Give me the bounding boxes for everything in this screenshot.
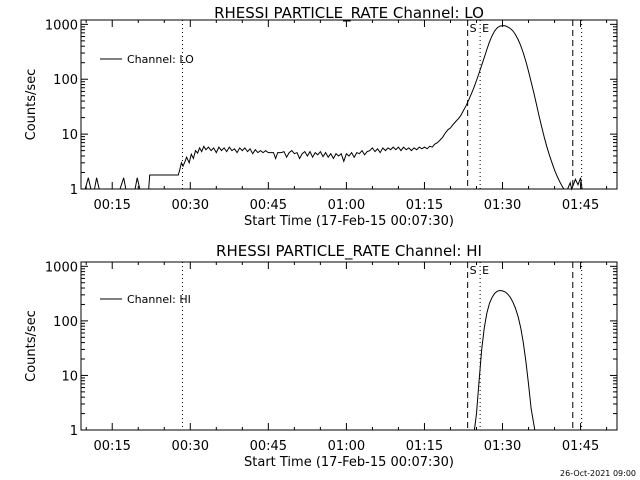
footer-timestamp: 26-Oct-2021 09:00 (560, 469, 636, 478)
x-tick-label: 00:15 (93, 439, 130, 454)
time-marker-label: S (470, 22, 477, 35)
x-tick-label: 01:45 (562, 198, 599, 213)
x-tick-label: 01:30 (484, 439, 521, 454)
plot-frame (80, 19, 618, 190)
x-tick-label: 01:30 (484, 198, 521, 213)
y-tick-label: 1 (70, 183, 78, 198)
x-tick-label: 00:45 (250, 198, 287, 213)
y-tick-label: 100 (53, 73, 78, 88)
x-tick-label: 00:15 (93, 198, 130, 213)
y-axis-label: Counts/sec (24, 310, 39, 382)
chart-title: RHESSI PARTICLE_RATE Channel: HI (216, 242, 482, 261)
chart-title: RHESSI PARTICLE_RATE Channel: LO (214, 4, 484, 23)
time-marker-label: E (482, 264, 489, 277)
y-tick-label: 1 (70, 424, 78, 439)
y-tick-label: 10 (61, 128, 78, 143)
legend-label: Channel: LO (127, 53, 194, 66)
x-tick-label: 00:45 (250, 439, 287, 454)
x-tick-label: 01:15 (406, 198, 443, 213)
legend-label: Channel: HI (127, 293, 191, 306)
x-tick-label: 01:00 (328, 439, 365, 454)
y-axis-label: Counts/sec (24, 69, 39, 141)
series-line (81, 25, 583, 191)
x-tick-label: 00:30 (172, 439, 209, 454)
x-tick-label: 01:45 (562, 439, 599, 454)
series-line (473, 289, 536, 431)
x-tick-label: 00:30 (172, 198, 209, 213)
y-tick-label: 1000 (45, 260, 78, 275)
x-axis-label: Start Time (17-Feb-15 00:07:30) (244, 214, 454, 229)
panel-hi: RHESSI PARTICLE_RATE Channel: HI 1 10 100 10… (24, 242, 618, 470)
y-tick-label: 100 (53, 315, 78, 330)
y-tick-label: 1000 (45, 18, 78, 33)
time-marker-label: E (482, 22, 489, 35)
panel-lo: RHESSI PARTICLE_RATE Channel: LO 1 10 100 10… (24, 4, 618, 229)
y-tick-label: 10 (61, 369, 78, 384)
x-tick-label: 01:00 (328, 198, 365, 213)
plot-frame (80, 261, 618, 431)
x-tick-label: 01:15 (406, 439, 443, 454)
time-marker-label: S (470, 264, 477, 277)
x-axis-label: Start Time (17-Feb-15 00:07:30) (244, 455, 454, 470)
